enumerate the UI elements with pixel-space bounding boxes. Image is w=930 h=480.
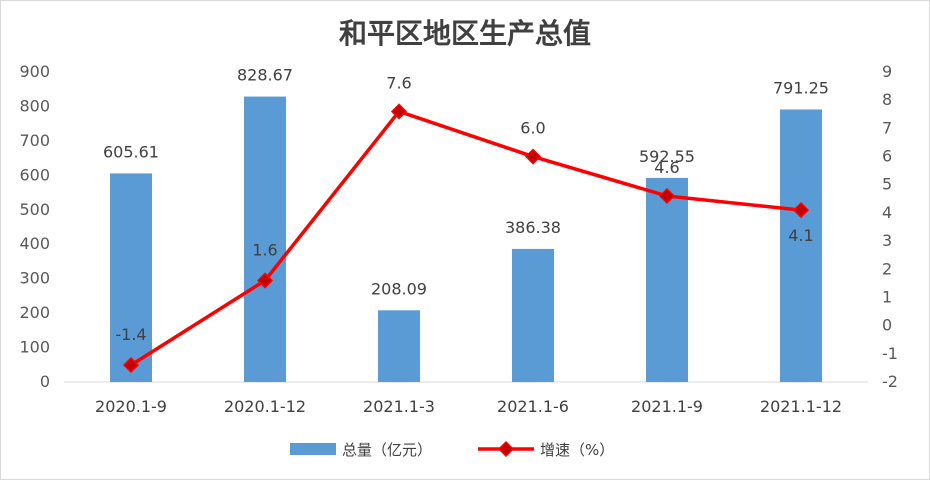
right-axis-tick-label: 0 bbox=[882, 316, 892, 335]
line-value-label: 7.6 bbox=[386, 73, 411, 92]
bar-value-label: 605.61 bbox=[103, 142, 159, 161]
category-label: 2021.1-9 bbox=[631, 397, 703, 416]
left-axis-tick-label: 100 bbox=[19, 338, 50, 357]
right-axis-tick-label: 6 bbox=[882, 147, 892, 166]
line-point-marker bbox=[122, 357, 140, 374]
left-axis-tick-label: 700 bbox=[19, 131, 50, 150]
left-axis-tick-label: 800 bbox=[19, 96, 50, 115]
left-axis-tick-label: 500 bbox=[19, 200, 50, 219]
category-label: 2021.1-6 bbox=[497, 397, 569, 416]
right-axis-tick-label: 2 bbox=[882, 259, 892, 278]
left-axis-tick-label: 900 bbox=[19, 62, 50, 81]
chart-title: 和平区地区生产总值 bbox=[338, 17, 591, 50]
bar-series bbox=[110, 96, 822, 383]
legend: 总量（亿元） 增速（%） bbox=[290, 440, 614, 459]
bar bbox=[780, 109, 822, 382]
bar bbox=[244, 96, 286, 383]
growth-line bbox=[130, 109, 802, 367]
category-label: 2021.1-3 bbox=[363, 397, 435, 416]
line-value-label: -1.4 bbox=[115, 325, 146, 344]
bar bbox=[646, 177, 688, 382]
right-axis-tick-label: 8 bbox=[882, 90, 892, 109]
category-label: 2020.1-9 bbox=[95, 397, 167, 416]
bar bbox=[110, 173, 152, 382]
line-point-marker bbox=[390, 103, 408, 120]
right-axis-tick-label: 3 bbox=[882, 231, 892, 250]
right-axis-tick-label: -1 bbox=[882, 344, 898, 363]
line-series bbox=[122, 103, 810, 374]
legend-line-marker bbox=[497, 440, 515, 458]
legend-bar-swatch bbox=[290, 443, 336, 455]
category-label: 2021.1-12 bbox=[760, 397, 842, 416]
bar-value-label: 828.67 bbox=[237, 66, 293, 85]
left-axis-tick-label: 600 bbox=[19, 165, 50, 184]
line-point-marker bbox=[524, 148, 542, 165]
bar bbox=[512, 248, 554, 382]
bar-value-label: 791.25 bbox=[773, 78, 829, 97]
left-axis-tick-label: 300 bbox=[19, 269, 50, 288]
right-axis-tick-label: 1 bbox=[882, 287, 892, 306]
line-point-marker bbox=[658, 187, 676, 205]
left-axis-tick-label: 0 bbox=[40, 372, 50, 391]
line-value-label: 1.6 bbox=[252, 241, 277, 260]
data-labels: 605.61 828.67 208.09 386.38 592.55 791.25 -1.4… bbox=[103, 66, 829, 345]
axes-layer: 0 100 200 300 400 500 600 700 800 900 -2 -1 0 1 2 3 4 5 6 7… bbox=[19, 62, 898, 416]
line-value-label: 6.0 bbox=[520, 119, 545, 138]
legend-line-label: 增速（%） bbox=[540, 441, 614, 459]
line-value-label: 4.6 bbox=[654, 158, 679, 177]
left-axis-tick-label: 200 bbox=[19, 303, 50, 322]
bar bbox=[378, 310, 420, 382]
right-axis-tick-label: -2 bbox=[882, 372, 898, 391]
left-axis-tick-label: 400 bbox=[19, 234, 50, 253]
right-axis-tick-label: 4 bbox=[882, 203, 892, 222]
right-axis-tick-label: 9 bbox=[882, 62, 892, 81]
bar-value-label: 592.55 bbox=[639, 147, 695, 166]
line-point-marker bbox=[792, 202, 810, 219]
bar-value-label: 208.09 bbox=[371, 279, 427, 298]
legend-bar-label: 总量（亿元） bbox=[342, 441, 432, 459]
category-label: 2020.1-12 bbox=[224, 397, 306, 416]
right-axis-tick-label: 7 bbox=[882, 118, 892, 137]
line-point-marker bbox=[256, 272, 274, 289]
bar-value-label: 386.38 bbox=[505, 218, 561, 237]
right-axis-tick-label: 5 bbox=[882, 175, 892, 194]
line-value-label: 4.1 bbox=[788, 226, 813, 245]
